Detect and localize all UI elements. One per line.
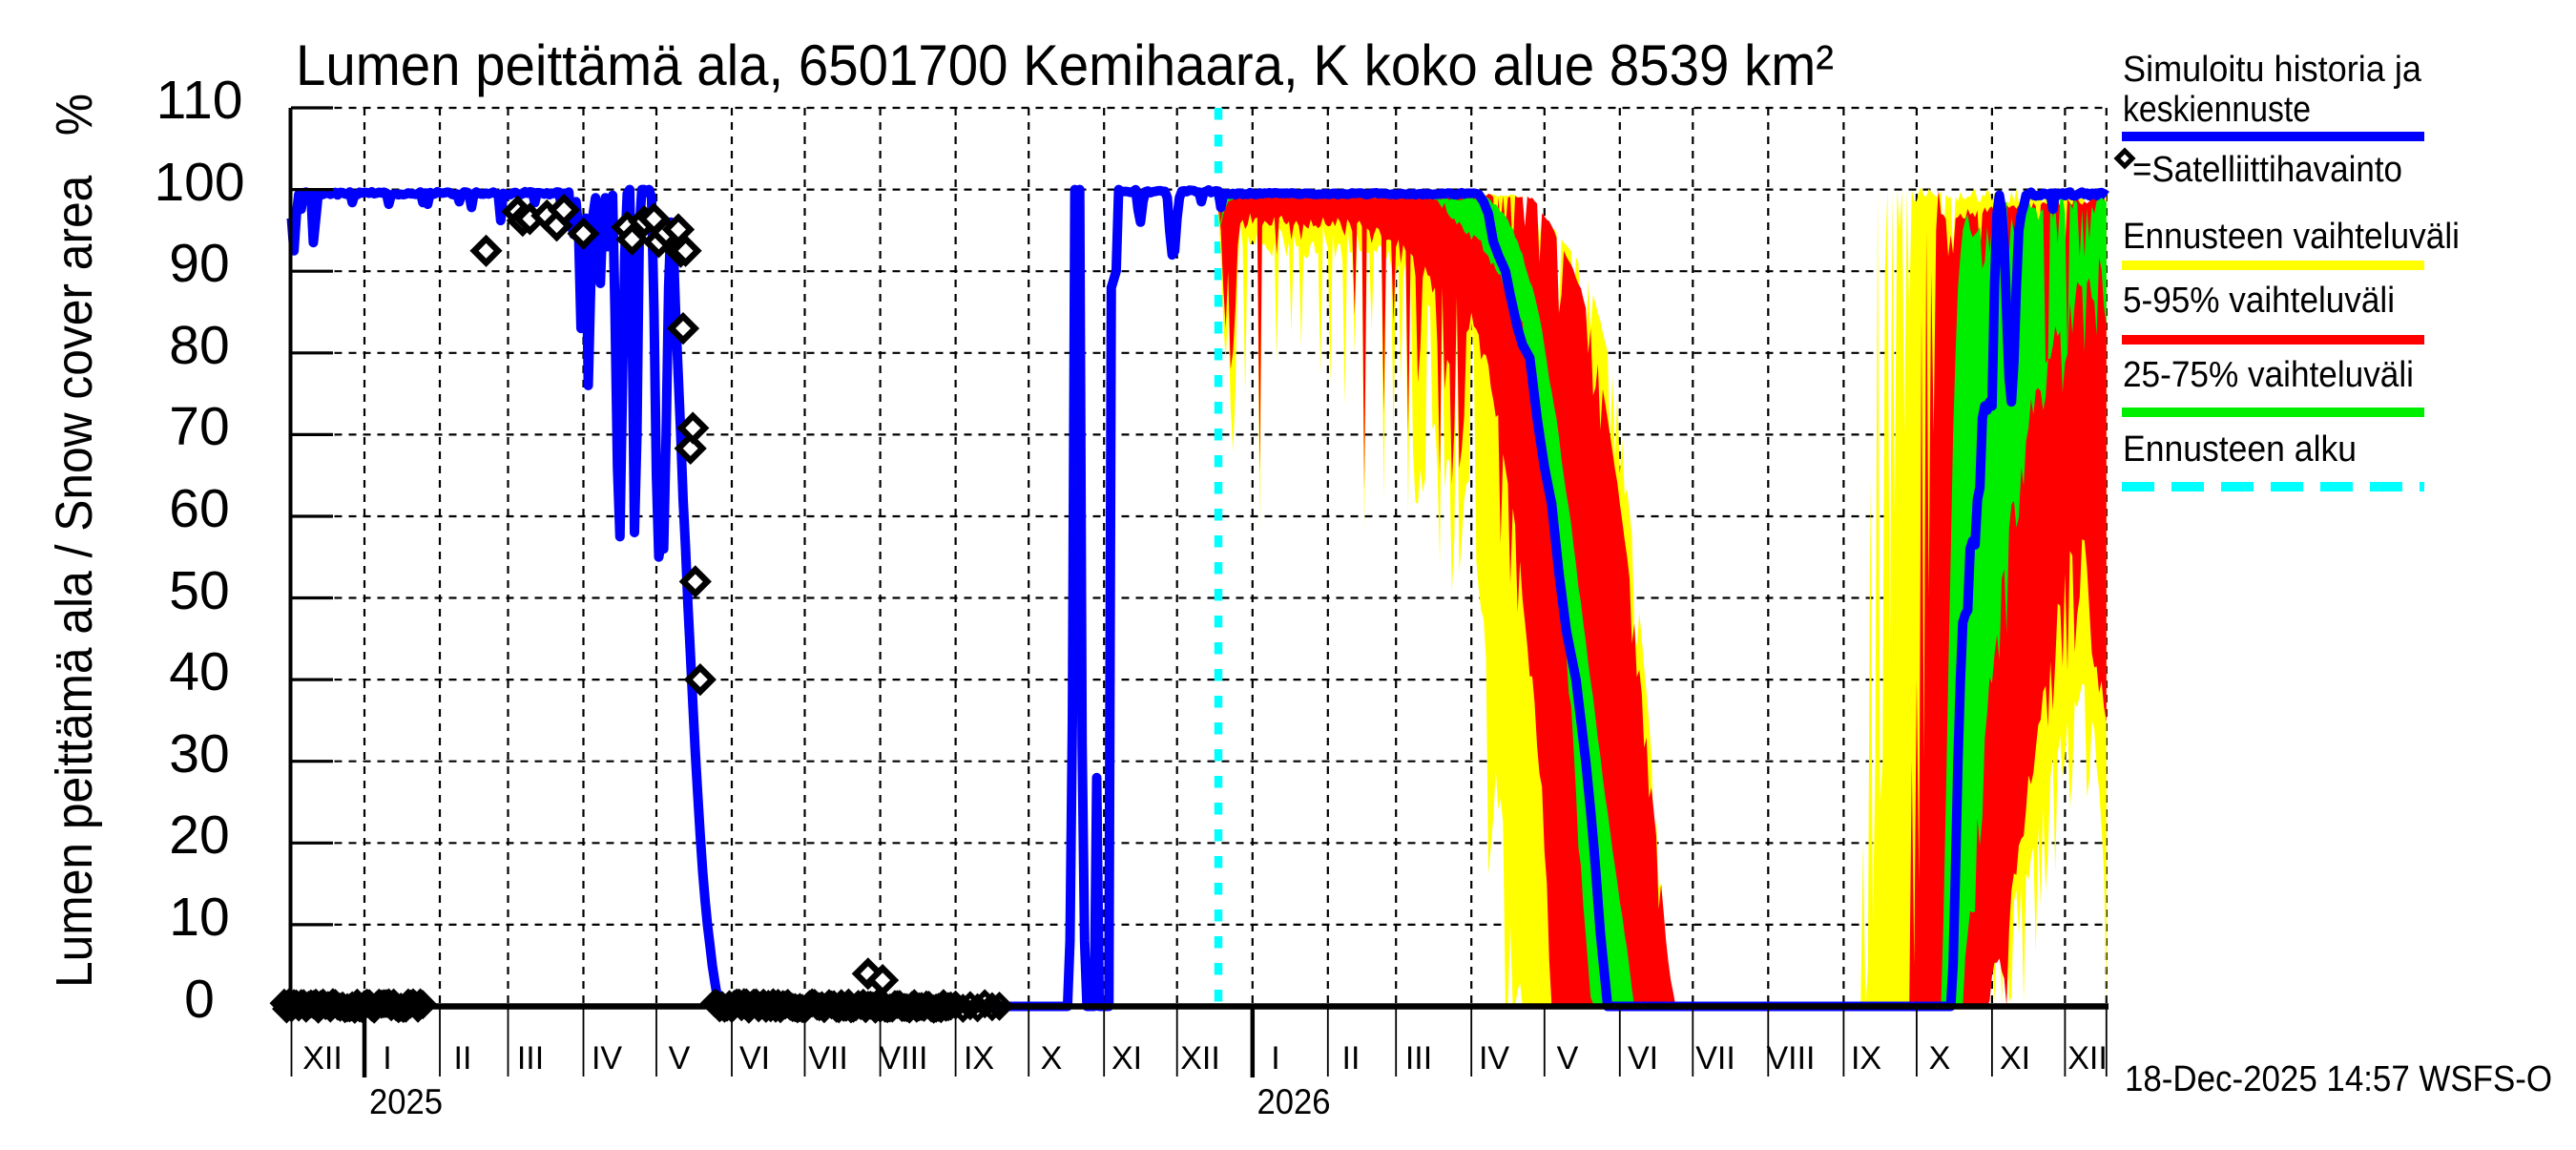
svg-text:VI: VI	[1628, 1040, 1658, 1077]
svg-text:Simuloitu historia ja: Simuloitu historia ja	[2123, 50, 2422, 90]
svg-text:X: X	[1041, 1040, 1063, 1077]
svg-text:90: 90	[169, 233, 229, 294]
svg-text:VII: VII	[808, 1040, 848, 1077]
svg-text:keskiennuste: keskiennuste	[2123, 90, 2311, 130]
svg-text:=Satelliittihavainto: =Satelliittihavainto	[2132, 150, 2402, 190]
svg-text:IX: IX	[964, 1040, 994, 1077]
svg-text:XII: XII	[1180, 1040, 1220, 1077]
svg-text:110: 110	[156, 70, 243, 131]
svg-text:XII: XII	[302, 1040, 343, 1077]
svg-text:IV: IV	[592, 1040, 622, 1077]
svg-text:70: 70	[169, 396, 229, 457]
svg-text:18-Dec-2025 14:57 WSFS-O: 18-Dec-2025 14:57 WSFS-O	[2125, 1059, 2552, 1099]
svg-text:50: 50	[169, 560, 229, 621]
svg-text:25-75% vaihteluväli: 25-75% vaihteluväli	[2123, 355, 2414, 395]
svg-text:V: V	[1557, 1040, 1579, 1077]
svg-text:20: 20	[169, 805, 229, 866]
svg-text:XI: XI	[2000, 1040, 2030, 1077]
svg-text:XI: XI	[1111, 1040, 1142, 1077]
svg-text:Lumen peittämä ala / Snow cove: Lumen peittämä ala / Snow cover area %	[46, 94, 103, 988]
svg-text:VII: VII	[1695, 1040, 1735, 1077]
svg-text:IX: IX	[1851, 1040, 1881, 1077]
svg-text:I: I	[1271, 1040, 1279, 1077]
svg-text:10: 10	[169, 887, 229, 948]
svg-text:Ennusteen vaihteluväli: Ennusteen vaihteluväli	[2123, 217, 2460, 257]
svg-text:Ennusteen alku: Ennusteen alku	[2123, 429, 2357, 470]
svg-text:VIII: VIII	[879, 1040, 927, 1077]
svg-text:60: 60	[169, 478, 229, 539]
svg-text:100: 100	[154, 152, 244, 213]
svg-text:II: II	[1342, 1040, 1361, 1077]
svg-text:2025: 2025	[369, 1082, 443, 1121]
svg-text:VIII: VIII	[1766, 1040, 1815, 1077]
svg-text:X: X	[1929, 1040, 1951, 1077]
svg-text:III: III	[517, 1040, 544, 1077]
svg-text:II: II	[454, 1040, 472, 1077]
svg-text:IV: IV	[1479, 1040, 1509, 1077]
svg-text:I: I	[383, 1040, 391, 1077]
svg-text:III: III	[1405, 1040, 1432, 1077]
svg-text:5-95% vaihteluväli: 5-95% vaihteluväli	[2123, 281, 2395, 321]
svg-text:30: 30	[169, 723, 229, 784]
svg-text:V: V	[669, 1040, 691, 1077]
svg-text:80: 80	[169, 315, 229, 376]
svg-text:Lumen peittämä ala, 6501700 Ke: Lumen peittämä ala, 6501700 Kemihaara, K…	[296, 33, 1834, 97]
svg-text:2026: 2026	[1257, 1082, 1331, 1121]
svg-text:40: 40	[169, 641, 229, 702]
svg-text:XII: XII	[2067, 1040, 2108, 1077]
svg-text:VI: VI	[739, 1040, 770, 1077]
svg-text:0: 0	[184, 969, 215, 1030]
